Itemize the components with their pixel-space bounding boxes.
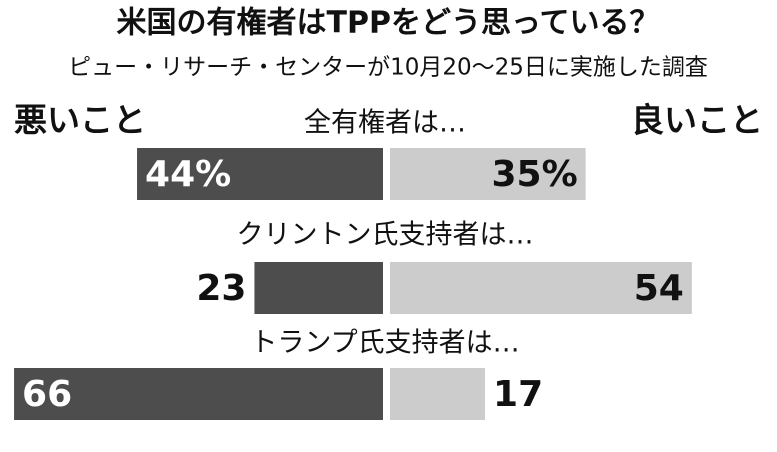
value-label: 44%: [145, 154, 231, 195]
chart-title: 米国の有権者はTPPをどう思っている？: [117, 6, 660, 41]
value-label: 54: [634, 268, 684, 309]
bar: [390, 368, 486, 420]
legend-label: 良いこと: [631, 101, 763, 140]
bar: [14, 368, 384, 420]
value-label: 35%: [491, 154, 577, 195]
legend-label: 悪いこと: [14, 101, 146, 140]
bar: [390, 262, 692, 314]
category-label: トランプ氏支持者は…: [250, 328, 519, 359]
bar: [390, 148, 586, 200]
value-label: 23: [196, 268, 246, 309]
value-label: 17: [493, 374, 543, 415]
category-label: クリントン氏支持者は…: [237, 220, 534, 251]
bar: [137, 148, 383, 200]
value-label: 66: [22, 374, 72, 415]
category-label: 全有権者は…: [304, 108, 466, 139]
chart-subtitle: ピュー・リサーチ・センターが10月20〜25日に実施した調査: [68, 55, 708, 81]
bar: [254, 262, 383, 314]
